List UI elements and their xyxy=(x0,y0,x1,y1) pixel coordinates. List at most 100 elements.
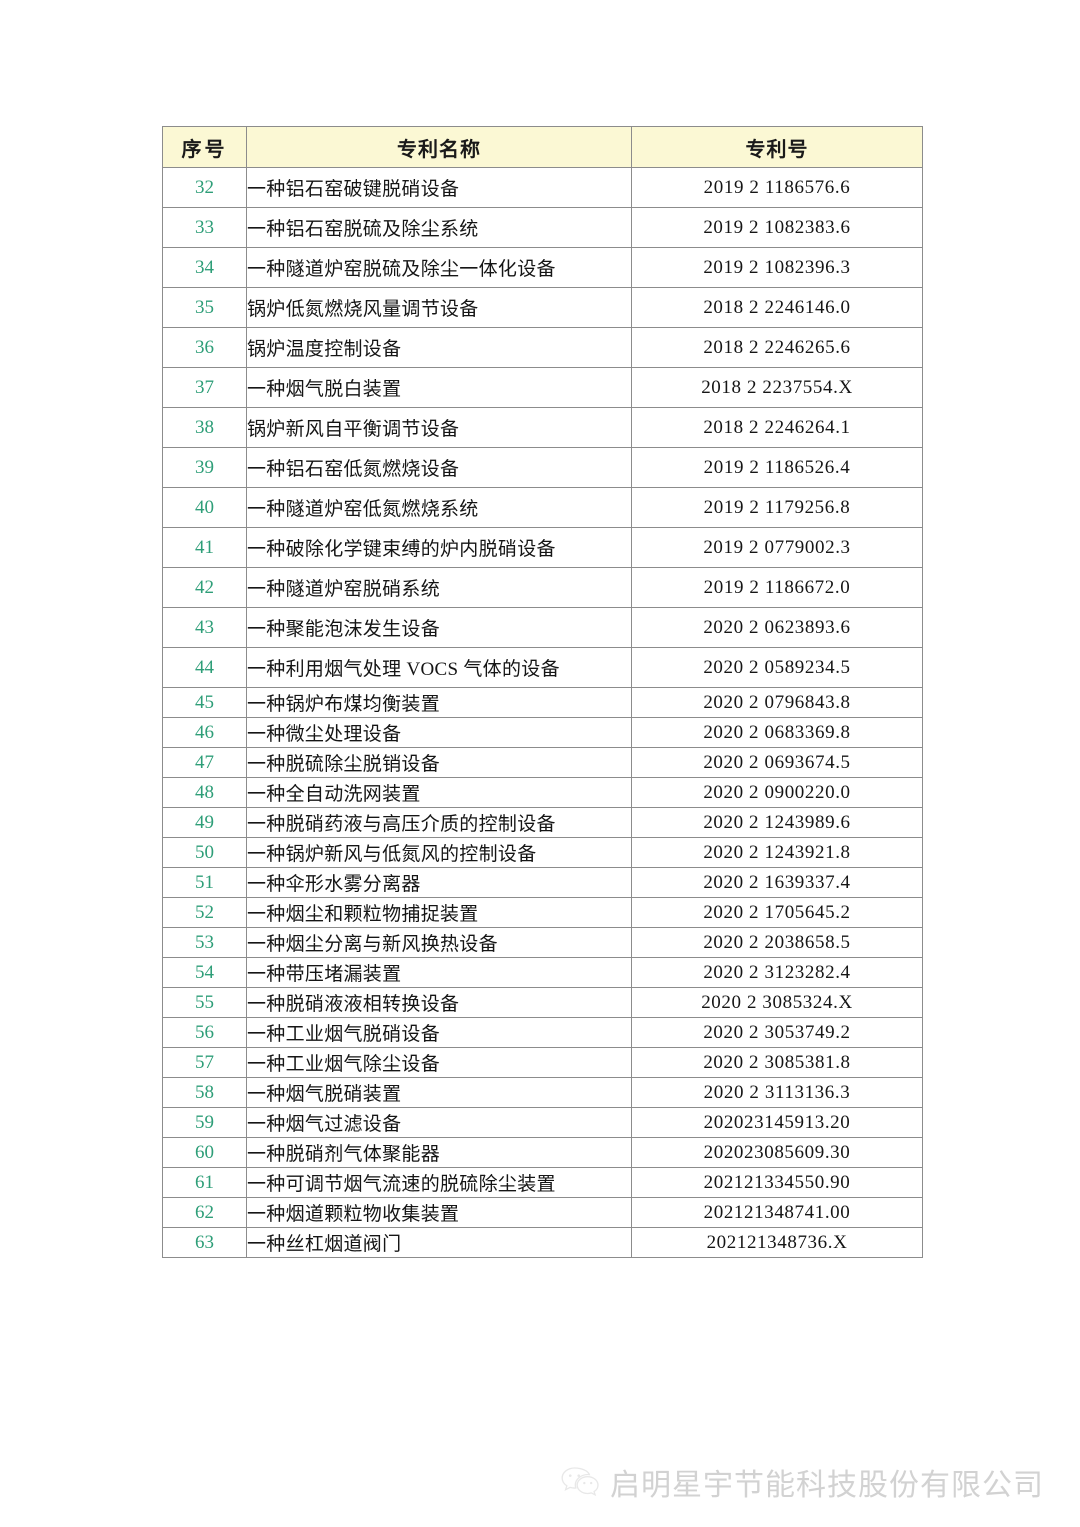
cell-patent-number: 202023085609.30 xyxy=(631,1137,923,1168)
cell-serial-number: 50 xyxy=(162,837,247,868)
table-row: 60 一种脱硝剂气体聚能器 202023085609.30 xyxy=(162,1137,923,1168)
cell-patent-name: 一种脱硫除尘脱销设备 xyxy=(246,747,632,778)
table-row: 46 一种微尘处理设备 2020 2 0683369.8 xyxy=(162,717,923,748)
cell-serial-number: 59 xyxy=(162,1107,247,1138)
cell-patent-number: 2018 2 2246265.6 xyxy=(631,327,923,368)
cell-patent-name: 一种聚能泡沫发生设备 xyxy=(246,607,632,648)
cell-patent-name: 一种脱硝剂气体聚能器 xyxy=(246,1137,632,1168)
table-row: 43 一种聚能泡沫发生设备 2020 2 0623893.6 xyxy=(162,607,923,648)
cell-serial-number: 63 xyxy=(162,1227,247,1258)
cell-serial-number: 53 xyxy=(162,927,247,958)
cell-patent-number: 2018 2 2237554.X xyxy=(631,367,923,408)
cell-patent-number: 2020 2 0900220.0 xyxy=(631,777,923,808)
table-row: 38 锅炉新风自平衡调节设备 2018 2 2246264.1 xyxy=(162,407,923,448)
cell-patent-name: 一种铝石窑破键脱硝设备 xyxy=(246,167,632,208)
cell-patent-number: 2018 2 2246146.0 xyxy=(631,287,923,328)
cell-serial-number: 54 xyxy=(162,957,247,988)
cell-patent-name: 一种锅炉新风与低氮风的控制设备 xyxy=(246,837,632,868)
cell-patent-number: 2020 2 0683369.8 xyxy=(631,717,923,748)
cell-serial-number: 51 xyxy=(162,867,247,898)
cell-patent-name: 一种隧道炉窑低氮燃烧系统 xyxy=(246,487,632,528)
table-row: 51 一种伞形水雾分离器 2020 2 1639337.4 xyxy=(162,867,923,898)
table-row: 34 一种隧道炉窑脱硫及除尘一体化设备 2019 2 1082396.3 xyxy=(162,247,923,288)
table-row: 41 一种破除化学键束缚的炉内脱硝设备 2019 2 0779002.3 xyxy=(162,527,923,568)
cell-patent-number: 2019 2 1082383.6 xyxy=(631,207,923,248)
table-row: 39 一种铝石窑低氮燃烧设备 2019 2 1186526.4 xyxy=(162,447,923,488)
cell-patent-name: 一种烟道颗粒物收集装置 xyxy=(246,1197,632,1228)
table-row: 32 一种铝石窑破键脱硝设备 2019 2 1186576.6 xyxy=(162,167,923,208)
cell-patent-name: 一种微尘处理设备 xyxy=(246,717,632,748)
cell-serial-number: 48 xyxy=(162,777,247,808)
cell-patent-number: 2019 2 1186576.6 xyxy=(631,167,923,208)
cell-patent-name: 一种可调节烟气流速的脱硫除尘装置 xyxy=(246,1167,632,1198)
cell-patent-name: 一种铝石窑低氮燃烧设备 xyxy=(246,447,632,488)
cell-patent-name: 一种工业烟气脱硝设备 xyxy=(246,1017,632,1048)
cell-serial-number: 56 xyxy=(162,1017,247,1048)
footer-watermark: 启明星宇节能科技股份有限公司 xyxy=(0,1460,1080,1504)
table-row: 53 一种烟尘分离与新风换热设备 2020 2 2038658.5 xyxy=(162,927,923,958)
cell-patent-name: 一种带压堵漏装置 xyxy=(246,957,632,988)
cell-patent-number: 2020 2 0623893.6 xyxy=(631,607,923,648)
cell-patent-name: 一种锅炉布煤均衡装置 xyxy=(246,687,632,718)
cell-patent-number: 2020 2 0589234.5 xyxy=(631,647,923,688)
cell-serial-number: 38 xyxy=(162,407,247,448)
cell-patent-name: 一种利用烟气处理 VOCS 气体的设备 xyxy=(246,647,632,688)
table-row: 62 一种烟道颗粒物收集装置 202121348741.00 xyxy=(162,1197,923,1228)
cell-serial-number: 42 xyxy=(162,567,247,608)
cell-patent-number: 202121348736.X xyxy=(631,1227,923,1258)
table-row: 54 一种带压堵漏装置 2020 2 3123282.4 xyxy=(162,957,923,988)
cell-patent-number: 2020 2 1705645.2 xyxy=(631,897,923,928)
table-row: 45 一种锅炉布煤均衡装置 2020 2 0796843.8 xyxy=(162,687,923,718)
patent-table-container: 序号 专利名称 专利号 32 一种铝石窑破键脱硝设备 2019 2 1186576.… xyxy=(162,126,923,1258)
cell-patent-name: 一种脱硝药液与高压介质的控制设备 xyxy=(246,807,632,838)
table-row: 48 一种全自动洗网装置 2020 2 0900220.0 xyxy=(162,777,923,808)
cell-patent-number: 202121334550.90 xyxy=(631,1167,923,1198)
cell-patent-number: 2020 2 3053749.2 xyxy=(631,1017,923,1048)
cell-patent-number: 2019 2 1186672.0 xyxy=(631,567,923,608)
cell-patent-number: 2020 2 3123282.4 xyxy=(631,957,923,988)
cell-serial-number: 37 xyxy=(162,367,247,408)
table-row: 59 一种烟气过滤设备 202023145913.20 xyxy=(162,1107,923,1138)
table-row: 58 一种烟气脱硝装置 2020 2 3113136.3 xyxy=(162,1077,923,1108)
cell-patent-number: 2019 2 1186526.4 xyxy=(631,447,923,488)
table-row: 36 锅炉温度控制设备 2018 2 2246265.6 xyxy=(162,327,923,368)
table-row: 37 一种烟气脱白装置 2018 2 2237554.X xyxy=(162,367,923,408)
cell-patent-number: 2020 2 0693674.5 xyxy=(631,747,923,778)
cell-serial-number: 61 xyxy=(162,1167,247,1198)
cell-patent-number: 2020 2 0796843.8 xyxy=(631,687,923,718)
cell-patent-number: 2020 2 3113136.3 xyxy=(631,1077,923,1108)
column-header-patent-name: 专利名称 xyxy=(246,126,632,168)
cell-serial-number: 44 xyxy=(162,647,247,688)
cell-patent-name: 一种脱硝液液相转换设备 xyxy=(246,987,632,1018)
cell-patent-name: 一种隧道炉窑脱硝系统 xyxy=(246,567,632,608)
cell-serial-number: 32 xyxy=(162,167,247,208)
column-header-serial-number: 序号 xyxy=(162,126,247,168)
cell-patent-number: 202023145913.20 xyxy=(631,1107,923,1138)
cell-patent-name: 一种铝石窑脱硫及除尘系统 xyxy=(246,207,632,248)
table-row: 61 一种可调节烟气流速的脱硫除尘装置 202121334550.90 xyxy=(162,1167,923,1198)
cell-serial-number: 35 xyxy=(162,287,247,328)
cell-serial-number: 40 xyxy=(162,487,247,528)
cell-patent-number: 2019 2 0779002.3 xyxy=(631,527,923,568)
cell-patent-number: 2018 2 2246264.1 xyxy=(631,407,923,448)
table-row: 49 一种脱硝药液与高压介质的控制设备 2020 2 1243989.6 xyxy=(162,807,923,838)
cell-serial-number: 46 xyxy=(162,717,247,748)
cell-patent-name: 锅炉低氮燃烧风量调节设备 xyxy=(246,287,632,328)
cell-serial-number: 36 xyxy=(162,327,247,368)
cell-patent-number: 2020 2 1243921.8 xyxy=(631,837,923,868)
patent-table: 序号 专利名称 专利号 32 一种铝石窑破键脱硝设备 2019 2 1186576.… xyxy=(162,126,923,1258)
cell-patent-number: 2020 2 3085381.8 xyxy=(631,1047,923,1078)
table-row: 33 一种铝石窑脱硫及除尘系统 2019 2 1082383.6 xyxy=(162,207,923,248)
cell-patent-name: 一种伞形水雾分离器 xyxy=(246,867,632,898)
cell-patent-name: 锅炉新风自平衡调节设备 xyxy=(246,407,632,448)
cell-patent-name: 一种全自动洗网装置 xyxy=(246,777,632,808)
cell-serial-number: 33 xyxy=(162,207,247,248)
cell-serial-number: 60 xyxy=(162,1137,247,1168)
cell-patent-number: 2019 2 1179256.8 xyxy=(631,487,923,528)
table-row: 42 一种隧道炉窑脱硝系统 2019 2 1186672.0 xyxy=(162,567,923,608)
cell-patent-number: 2020 2 1639337.4 xyxy=(631,867,923,898)
cell-serial-number: 39 xyxy=(162,447,247,488)
cell-serial-number: 43 xyxy=(162,607,247,648)
cell-patent-name: 一种破除化学键束缚的炉内脱硝设备 xyxy=(246,527,632,568)
cell-patent-name: 一种烟尘和颗粒物捕捉装置 xyxy=(246,897,632,928)
